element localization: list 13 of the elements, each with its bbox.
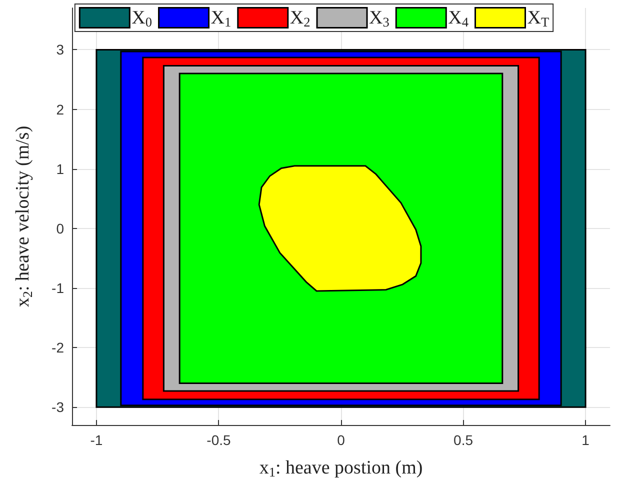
y-tick-label: 0: [56, 220, 64, 236]
y-axis-title: x2: heave velocity (m/s): [12, 126, 35, 308]
y-tick-label: 3: [56, 42, 64, 58]
x-tick-label: -1: [90, 432, 103, 448]
x-tick-label: 1: [582, 432, 590, 448]
y-tick-label: 2: [56, 101, 64, 118]
x-tick-label: 0.5: [454, 432, 474, 448]
y-tick-label: -1: [52, 280, 64, 296]
x-tick-label: -0.5: [206, 432, 232, 448]
x-tick-label: 0: [337, 432, 346, 448]
y-tick-label: -3: [52, 399, 64, 416]
y-tick-label: -2: [52, 340, 64, 356]
y-tick-label: 1: [56, 160, 64, 177]
